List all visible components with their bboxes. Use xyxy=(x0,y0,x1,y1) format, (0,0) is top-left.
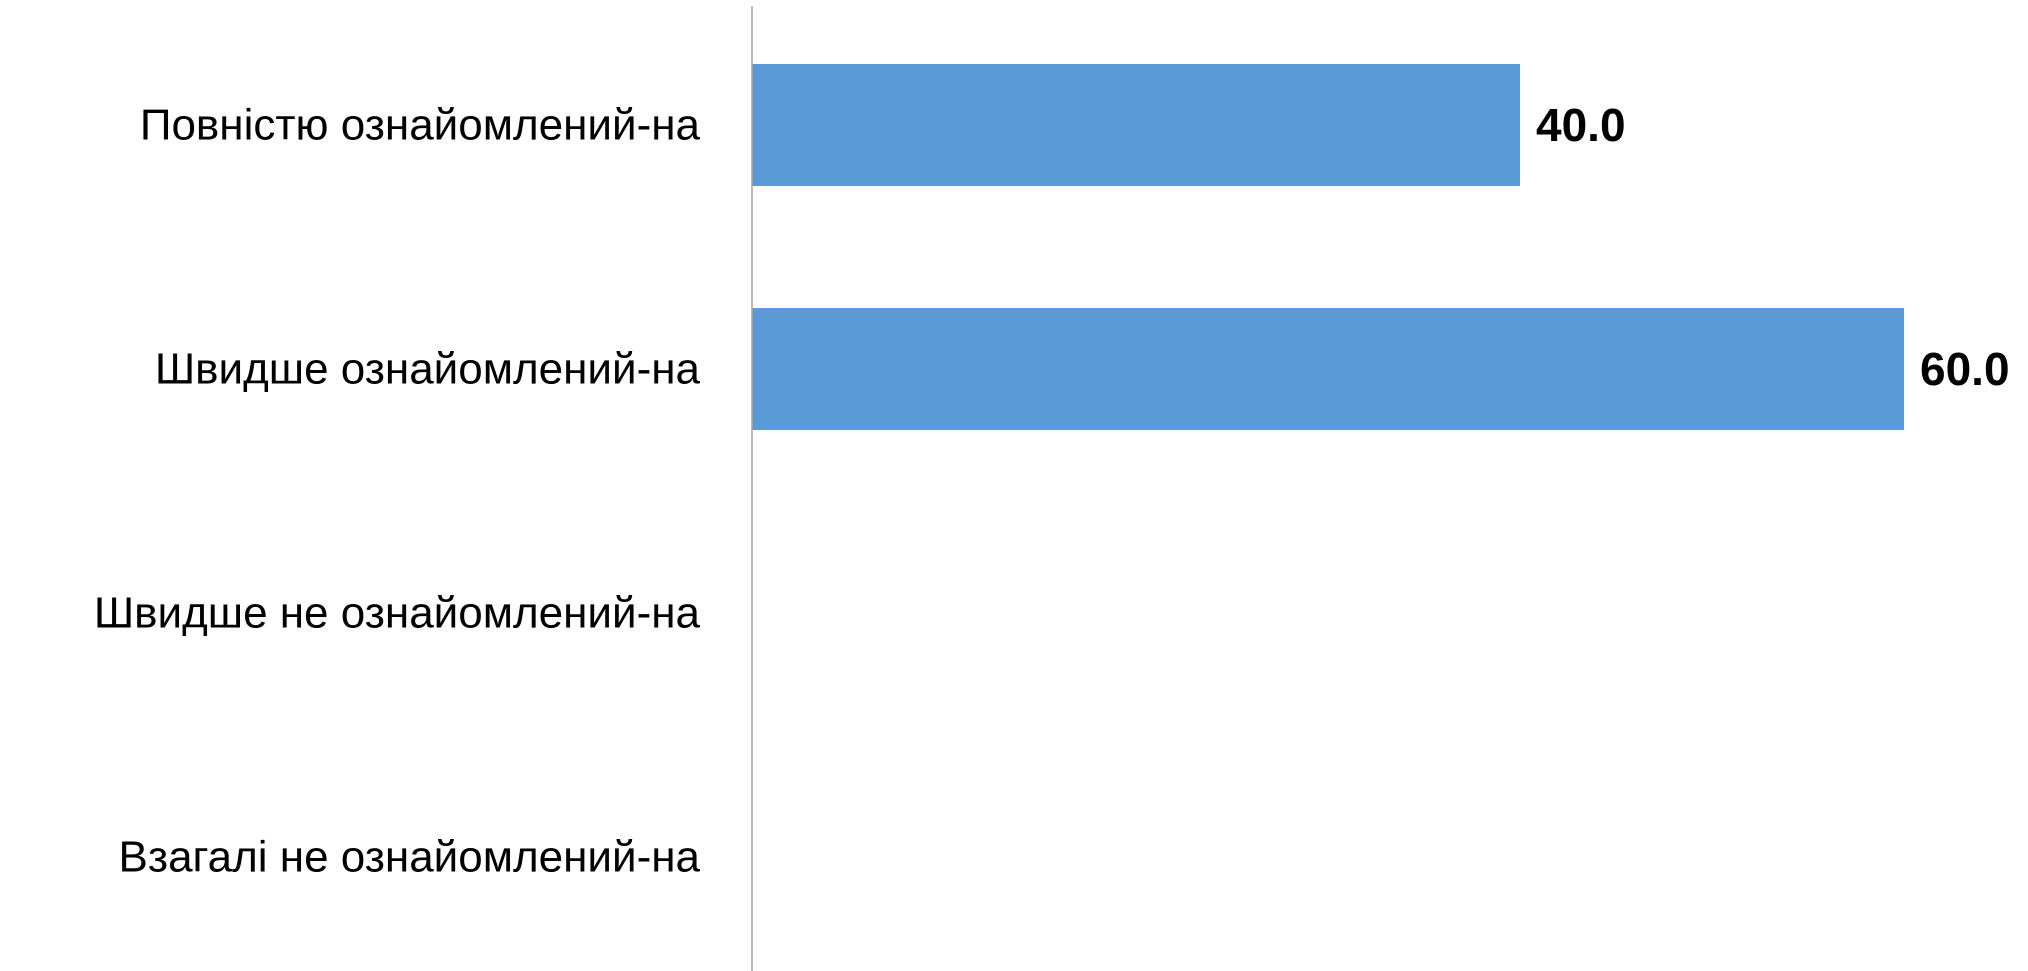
category-label: Швидше ознайомлений-на xyxy=(155,345,701,394)
category-label: Повністю ознайомлений-на xyxy=(140,101,701,150)
data-label: 40.0 xyxy=(1536,99,1626,151)
bar xyxy=(752,64,1520,186)
bar xyxy=(752,308,1904,430)
value-labels-layer: 40.0 60.0 xyxy=(1536,99,2010,395)
category-labels-layer: Повністю ознайомлений-на Швидше ознайомле… xyxy=(94,101,701,882)
category-label: Взагалі не ознайомлений-на xyxy=(119,833,701,882)
data-label: 60.0 xyxy=(1920,343,2010,395)
category-label: Швидше не ознайомлений-на xyxy=(94,589,701,638)
bars-layer xyxy=(752,64,1904,430)
